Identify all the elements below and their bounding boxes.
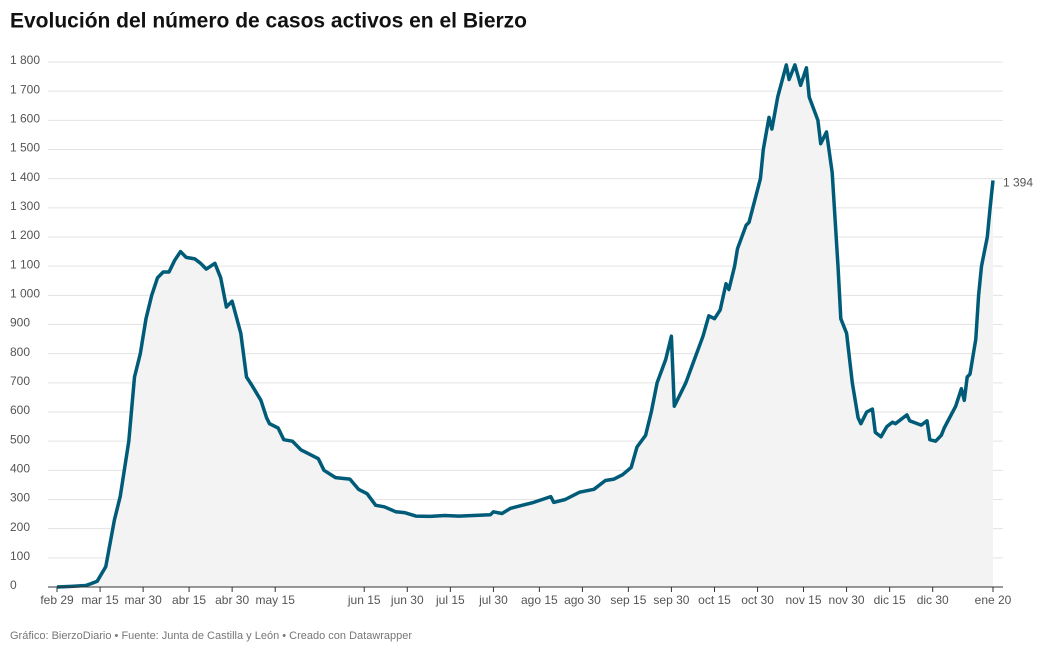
footer: Gráfico: BierzoDiario • Fuente: Junta de… bbox=[10, 630, 412, 642]
y-tick-label: 100 bbox=[10, 549, 30, 563]
x-tick-label: sep 15 bbox=[610, 593, 646, 607]
x-tick-label: abr 15 bbox=[172, 593, 206, 607]
x-tick-label: nov 30 bbox=[829, 593, 865, 607]
y-tick-label: 1 600 bbox=[10, 112, 40, 126]
y-tick-label: 200 bbox=[10, 520, 30, 534]
x-tick-label: jun 15 bbox=[347, 593, 381, 607]
x-tick-label: ago 30 bbox=[564, 593, 601, 607]
x-tick-label: oct 30 bbox=[741, 593, 774, 607]
y-tick-label: 300 bbox=[10, 491, 30, 505]
y-tick-label: 500 bbox=[10, 432, 30, 446]
y-tick-label: 800 bbox=[10, 345, 30, 359]
y-tick-label: 1 000 bbox=[10, 287, 40, 301]
line bbox=[56, 63, 995, 589]
y-tick-label: 1 400 bbox=[10, 170, 40, 184]
y-tick-label: 1 500 bbox=[10, 141, 40, 155]
x-tick-label: jul 30 bbox=[478, 593, 508, 607]
y-tick-label: 700 bbox=[10, 374, 30, 388]
y-tick-label: 1 300 bbox=[10, 199, 40, 213]
x-tick-label: feb 29 bbox=[40, 593, 74, 607]
y-tick-label: 0 bbox=[10, 578, 17, 592]
x-tick-label: sep 30 bbox=[653, 593, 689, 607]
y-tick-label: 1 800 bbox=[10, 53, 40, 67]
area bbox=[57, 64, 993, 587]
x-tick-label: ago 15 bbox=[521, 593, 558, 607]
y-tick-label: 1 700 bbox=[10, 82, 40, 96]
chart-title: Evolución del número de casos activos en… bbox=[10, 10, 527, 33]
x-tick-label: jul 15 bbox=[435, 593, 465, 607]
y-tick-label: 1 100 bbox=[10, 257, 40, 271]
x-tick-label: nov 15 bbox=[785, 593, 821, 607]
x-tick-label: dic 15 bbox=[874, 593, 906, 607]
x-tick-label: mar 15 bbox=[81, 593, 119, 607]
x-tick-label: oct 15 bbox=[698, 593, 731, 607]
end-label: 1 394 bbox=[1003, 176, 1033, 190]
x-tick-label: dic 30 bbox=[917, 593, 949, 607]
y-tick-label: 400 bbox=[10, 462, 30, 476]
x-tick-label: ene 20 bbox=[975, 593, 1012, 607]
y-tick-label: 1 200 bbox=[10, 228, 40, 242]
x-tick-label: jun 30 bbox=[390, 593, 424, 607]
y-tick-label: 900 bbox=[10, 316, 30, 330]
x-tick-label: mar 30 bbox=[124, 593, 162, 607]
x-tick-label: may 15 bbox=[256, 593, 296, 607]
x-tick-label: abr 30 bbox=[215, 593, 249, 607]
y-tick-label: 600 bbox=[10, 403, 30, 417]
